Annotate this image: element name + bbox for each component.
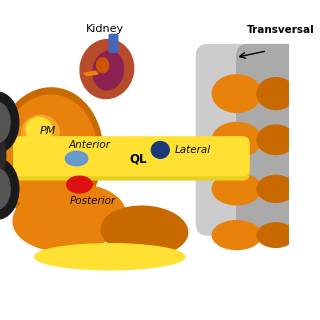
Ellipse shape [0, 158, 19, 219]
Ellipse shape [257, 175, 294, 202]
Ellipse shape [257, 125, 294, 155]
FancyBboxPatch shape [196, 44, 257, 235]
Ellipse shape [212, 75, 261, 112]
Ellipse shape [101, 206, 188, 255]
Ellipse shape [93, 51, 124, 90]
Text: Transversal: Transversal [247, 25, 315, 35]
Ellipse shape [35, 244, 185, 270]
Ellipse shape [0, 169, 10, 209]
Ellipse shape [96, 58, 108, 73]
Ellipse shape [0, 131, 6, 180]
Text: Anterior: Anterior [68, 140, 110, 150]
Ellipse shape [67, 176, 92, 193]
Ellipse shape [0, 92, 19, 153]
Ellipse shape [0, 102, 10, 143]
Text: QL: QL [130, 152, 148, 165]
Ellipse shape [0, 88, 103, 220]
Ellipse shape [26, 117, 52, 142]
Ellipse shape [1, 95, 97, 213]
Ellipse shape [257, 78, 294, 109]
Ellipse shape [13, 184, 125, 251]
Ellipse shape [151, 141, 169, 158]
FancyBboxPatch shape [237, 44, 306, 235]
Text: Kidney: Kidney [86, 24, 124, 34]
Text: Lateral: Lateral [175, 145, 211, 155]
Ellipse shape [212, 221, 261, 250]
Ellipse shape [212, 123, 261, 157]
FancyBboxPatch shape [14, 138, 249, 180]
Ellipse shape [80, 39, 134, 99]
Ellipse shape [22, 115, 59, 150]
Ellipse shape [212, 173, 261, 205]
Polygon shape [84, 71, 98, 76]
FancyBboxPatch shape [14, 137, 249, 176]
Text: Posterior: Posterior [69, 196, 116, 206]
FancyBboxPatch shape [109, 34, 118, 52]
Text: PM: PM [39, 126, 56, 136]
Ellipse shape [65, 151, 88, 166]
Ellipse shape [257, 223, 294, 247]
